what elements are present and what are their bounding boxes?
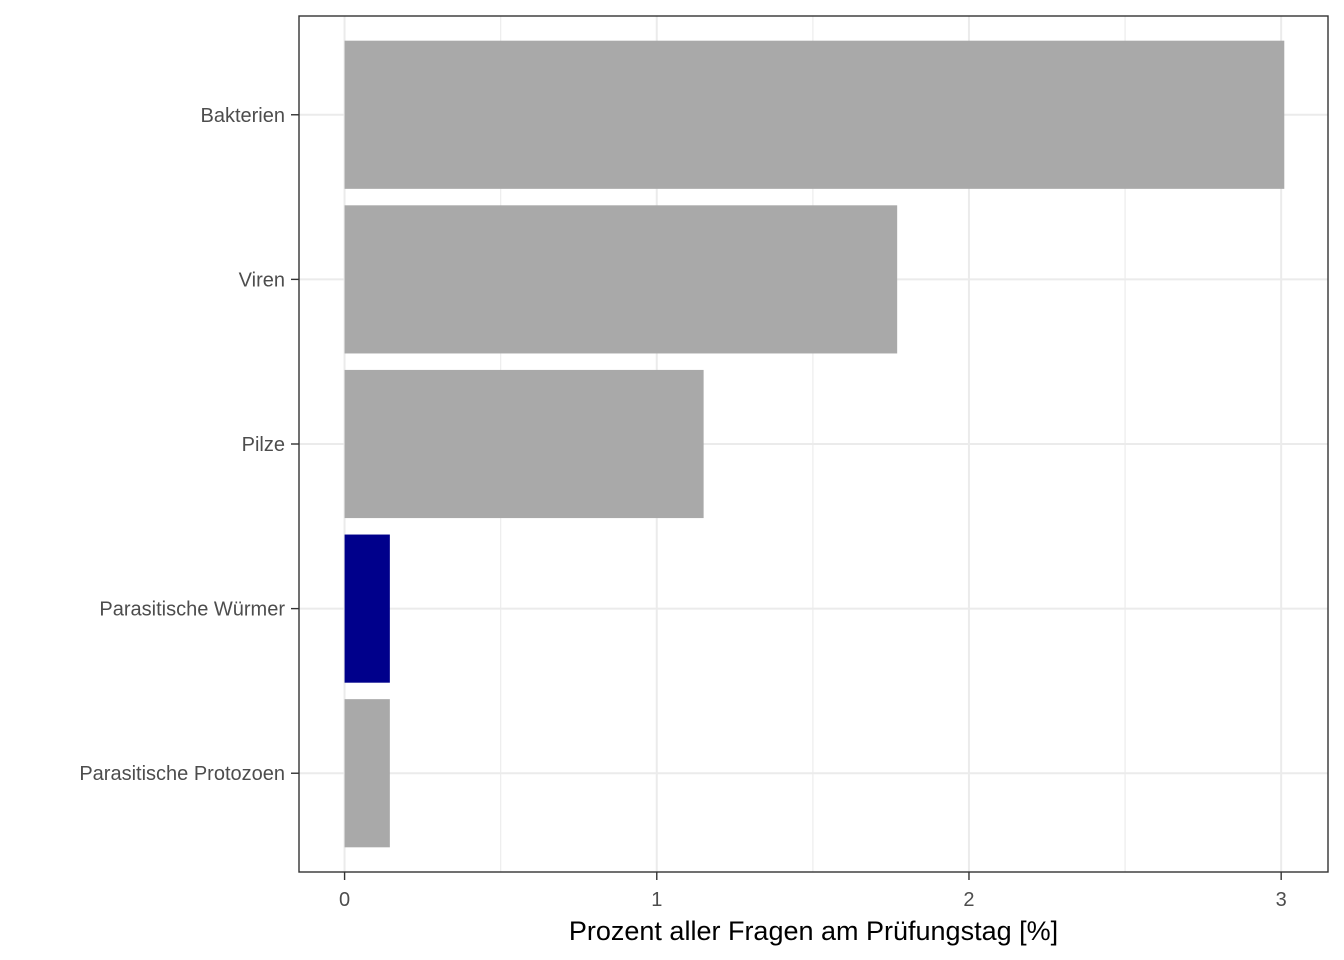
y-tick-label: Pilze (242, 434, 285, 456)
y-tick-label: Parasitische Protozoen (79, 763, 285, 785)
y-tick-label: Parasitische Würmer (99, 599, 285, 621)
bar-4 (344, 534, 390, 683)
bar-1 (344, 40, 1285, 189)
x-tick-label: 3 (1276, 889, 1287, 911)
y-tick-label: Viren (239, 269, 285, 291)
y-tick-label: Bakterien (201, 105, 286, 127)
axes: Bakterien Viren Pilze Parasitische Würmer Pa… (79, 105, 1286, 911)
bar-2 (344, 205, 898, 354)
x-tick-label: 0 (339, 889, 350, 911)
bar-3 (344, 369, 704, 519)
x-tick-label: 2 (963, 889, 974, 911)
x-tick-label: 1 (651, 889, 662, 911)
x-axis-title: Prozent aller Fragen am Prüfungstag [%] (569, 916, 1058, 946)
bars (344, 40, 1285, 848)
bar-5 (344, 699, 390, 848)
